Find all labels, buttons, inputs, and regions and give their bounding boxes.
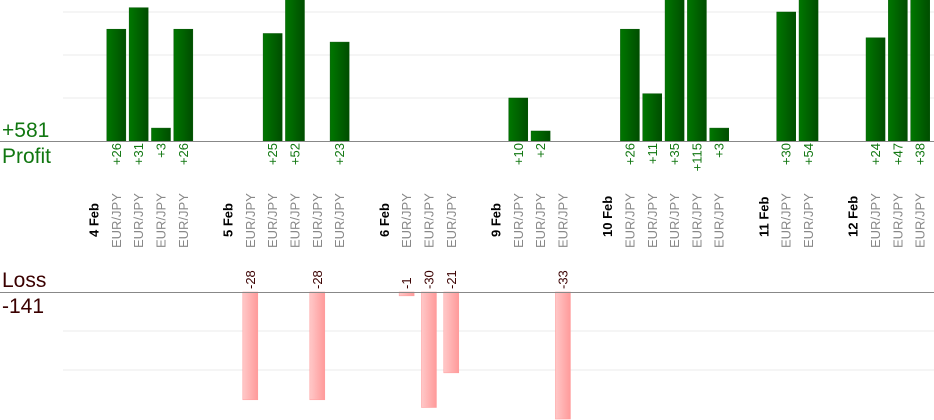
profit-bar xyxy=(888,0,908,142)
pair-label: EUR/JPY xyxy=(332,193,347,248)
pair-label: EUR/JPY xyxy=(913,193,928,248)
profit-value-label: +35 xyxy=(667,143,682,165)
profit-value-label: +26 xyxy=(622,143,637,165)
profit-bar xyxy=(106,28,127,142)
pair-label: EUR/JPY xyxy=(287,193,302,248)
loss-value-label: -1 xyxy=(399,277,414,289)
profit-bar xyxy=(687,0,707,142)
pair-label: EUR/JPY xyxy=(131,193,146,248)
pair-label: EUR/JPY xyxy=(689,193,704,248)
pair-label: EUR/JPY xyxy=(310,193,325,248)
profit-value-label: +38 xyxy=(913,143,928,165)
profit-value-label: +26 xyxy=(176,143,191,165)
date-label: 9 Feb xyxy=(488,203,503,237)
profit-value-label: +11 xyxy=(645,143,660,164)
loss-bar xyxy=(443,291,460,374)
profit-bar xyxy=(664,0,685,142)
profit-value-label: +52 xyxy=(287,143,302,165)
pair-label: EUR/JPY xyxy=(890,193,905,248)
profit-bar xyxy=(620,28,640,142)
date-label: 5 Feb xyxy=(220,203,235,237)
loss-bar xyxy=(421,291,437,408)
pair-label: EUR/JPY xyxy=(153,193,168,248)
profit-value-label: +54 xyxy=(801,143,816,165)
profit-value-label: +3 xyxy=(712,143,727,158)
pair-label: EUR/JPY xyxy=(421,193,436,248)
pair-label: EUR/JPY xyxy=(511,193,526,248)
date-label: 10 Feb xyxy=(600,196,615,237)
loss-label: Loss xyxy=(2,269,46,292)
pair-label: EUR/JPY xyxy=(712,193,727,248)
date-label: 6 Feb xyxy=(377,203,392,237)
loss-value-label: -21 xyxy=(444,270,459,289)
date-label: 12 Feb xyxy=(846,196,861,237)
pair-label: EUR/JPY xyxy=(176,193,191,248)
loss-gridlines xyxy=(63,330,934,371)
profit-label: Profit xyxy=(2,145,51,168)
pair-label: EUR/JPY xyxy=(444,193,459,248)
profit-bar xyxy=(798,0,819,142)
profit-bar xyxy=(776,11,796,142)
profit-bar xyxy=(709,127,729,142)
profit-bar xyxy=(173,28,194,142)
profit-bar xyxy=(329,41,350,142)
loss-value-label: -28 xyxy=(310,270,325,289)
loss-value-label: -28 xyxy=(243,270,258,289)
profit-bar xyxy=(151,127,171,142)
profit-value-label: +23 xyxy=(332,143,347,165)
loss-value-label: -30 xyxy=(421,270,436,289)
profit-bar xyxy=(262,33,283,142)
pair-label: EUR/JPY xyxy=(555,193,570,248)
profit-value-label: +2 xyxy=(533,143,548,158)
profit-value-label: +31 xyxy=(131,143,146,165)
pair-label: EUR/JPY xyxy=(533,193,548,248)
profit-bar xyxy=(285,0,305,142)
profit-value-label: +30 xyxy=(779,143,794,165)
pair-label: EUR/JPY xyxy=(622,193,637,248)
pair-label: EUR/JPY xyxy=(109,193,124,248)
pair-label: EUR/JPY xyxy=(801,193,816,248)
pair-label: EUR/JPY xyxy=(243,193,258,248)
profit-value-label: +3 xyxy=(153,143,168,158)
profit-bar xyxy=(865,37,886,142)
pair-label: EUR/JPY xyxy=(667,193,682,248)
pair-label: EUR/JPY xyxy=(779,193,794,248)
profit-bar xyxy=(530,130,551,142)
profit-bar xyxy=(910,0,930,142)
profit-value-label: +24 xyxy=(868,143,883,165)
pair-label: EUR/JPY xyxy=(265,193,280,248)
date-label: 11 Feb xyxy=(756,196,771,237)
profit-value-label: +25 xyxy=(265,143,280,165)
profit-value-label: +115 xyxy=(689,143,704,171)
profit-value-label: +10 xyxy=(511,143,526,165)
profit-value-label: +26 xyxy=(109,143,124,165)
pair-label: EUR/JPY xyxy=(399,193,414,248)
loss-bar xyxy=(242,291,259,401)
pair-label: EUR/JPY xyxy=(868,193,883,248)
date-label: 4 Feb xyxy=(87,203,102,237)
profit-value-label: +47 xyxy=(890,143,905,165)
loss-bar xyxy=(555,291,571,420)
loss-total: -141 xyxy=(2,295,44,318)
profit-bar xyxy=(128,7,149,142)
pair-label: EUR/JPY xyxy=(645,193,660,248)
loss-value-label: -33 xyxy=(555,270,570,289)
profit-total: +581 xyxy=(2,119,49,142)
profit-bar xyxy=(642,93,662,142)
profit-bar xyxy=(508,97,529,142)
loss-bar xyxy=(309,291,326,401)
